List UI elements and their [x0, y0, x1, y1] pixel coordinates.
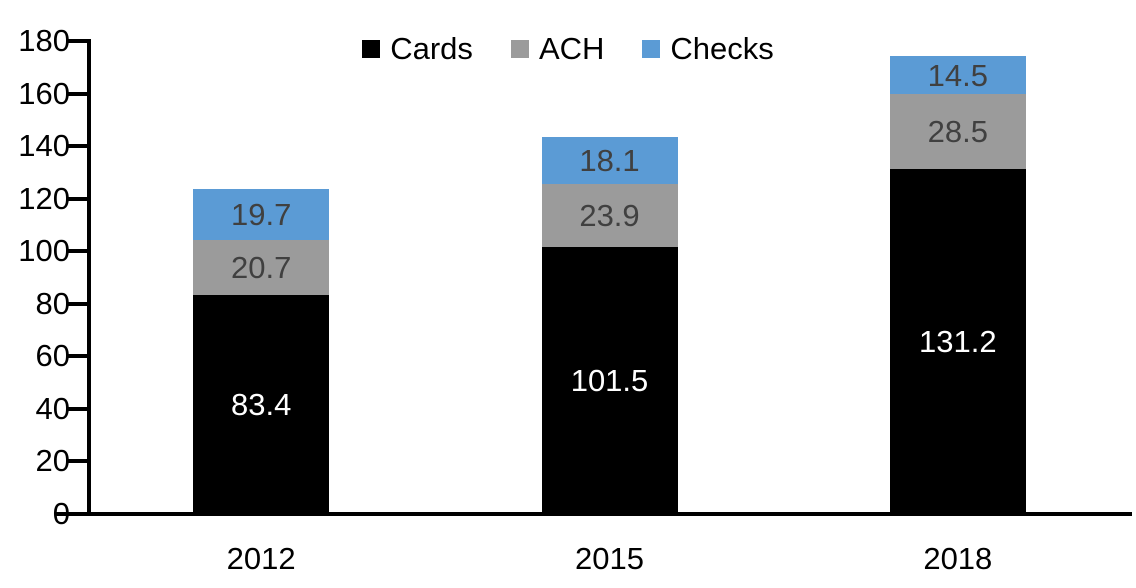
y-tick-label: 180	[18, 23, 70, 58]
y-tick-label: 120	[18, 180, 70, 216]
legend-swatch-checks-icon	[642, 39, 661, 58]
bar-value-label: 23.9	[579, 198, 640, 234]
bar-value-label: 101.5	[570, 363, 649, 399]
x-axis-line	[55, 512, 1132, 516]
bar-segment-cards-2018: 131.2	[889, 169, 1026, 514]
bar-value-label: 18.1	[579, 143, 640, 179]
x-axis-label-2012: 2012	[226, 541, 296, 576]
y-tick-mark	[68, 301, 91, 306]
bar-value-label: 131.2	[919, 324, 997, 360]
y-tick-mark	[68, 406, 91, 411]
y-tick-label: 100	[18, 233, 70, 269]
bar-value-label: 83.4	[230, 386, 292, 422]
y-tick-mark	[68, 249, 91, 254]
legend-label-checks: Checks	[670, 31, 774, 66]
legend-label-cards: Cards	[390, 31, 473, 66]
y-tick-label: 160	[18, 75, 70, 111]
legend-swatch-ach-icon	[510, 39, 529, 58]
bar-value-label: 20.7	[230, 250, 292, 286]
y-tick-label: 140	[18, 128, 70, 164]
legend-item-cards: Cards	[362, 33, 473, 64]
bar-segment-checks-2012: 19.7	[193, 188, 330, 241]
legend-swatch-cards-icon	[362, 39, 381, 58]
y-tick-label: 80	[35, 285, 70, 321]
legend-item-ach: ACH	[510, 31, 605, 66]
bar-segment-cards-2015: 101.5	[541, 247, 678, 514]
bar-value-label: 14.5	[927, 57, 988, 93]
x-axis-label-2018: 2018	[923, 541, 993, 576]
y-tick-label: 40	[35, 390, 70, 426]
y-tick-label: 60	[35, 338, 70, 374]
bar-segment-checks-2015: 18.1	[541, 136, 678, 185]
y-tick-mark	[68, 354, 91, 359]
bar-value-label: 28.5	[927, 114, 988, 150]
bar-value-label: 19.7	[230, 197, 292, 233]
bar-segment-ach-2018: 28.5	[889, 94, 1026, 170]
y-axis-line	[87, 41, 91, 514]
bar-segment-ach-2015: 23.9	[541, 184, 678, 248]
chart-legend: Cards ACH Checks	[0, 33, 1136, 64]
y-tick-mark	[68, 144, 91, 149]
y-tick-label: 20	[35, 443, 70, 479]
y-tick-mark	[68, 459, 91, 464]
legend-item-checks: Checks	[642, 31, 774, 66]
bar-segment-checks-2018: 14.5	[889, 56, 1026, 95]
bar-segment-cards-2012: 83.4	[193, 294, 330, 514]
y-tick-mark	[68, 39, 91, 43]
bar-segment-ach-2012: 20.7	[193, 240, 330, 295]
y-tick-mark	[68, 91, 91, 96]
x-axis-label-2015: 2015	[575, 541, 644, 576]
legend-label-ach: ACH	[538, 31, 605, 66]
y-tick-mark	[68, 196, 91, 201]
